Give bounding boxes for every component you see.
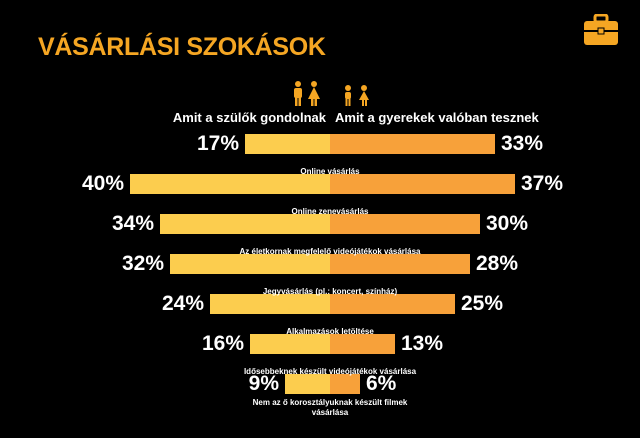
category-label: Online zenevásárlás xyxy=(291,207,369,216)
parents-icon xyxy=(294,81,320,106)
bar-parents xyxy=(130,174,330,194)
category-label: Idősebbeknek készült videójátékok vásárl… xyxy=(243,367,417,376)
bar-parents xyxy=(160,214,330,234)
bar-children xyxy=(330,254,470,274)
bar-children xyxy=(330,334,395,354)
value-label-parents: 40% xyxy=(81,172,124,195)
legend-children: Amit a gyerekek valóban tesznek xyxy=(335,110,539,125)
legend-parents: Amit a szülők gondolnak xyxy=(172,110,326,125)
value-label-children: 13% xyxy=(401,332,444,355)
value-label-children: 28% xyxy=(476,252,519,275)
briefcase-icon xyxy=(584,14,618,45)
bar-parents xyxy=(245,134,330,154)
value-label-children: 33% xyxy=(501,132,544,155)
category-label: Nem az ő korosztályuknak készült filmek … xyxy=(252,398,408,417)
bar-children xyxy=(330,134,495,154)
bar-children xyxy=(330,294,455,314)
bar-parents xyxy=(210,294,330,314)
category-label: Az életkornak megfelelő videójátékok vás… xyxy=(239,247,421,256)
bar-children xyxy=(330,174,515,194)
value-label-children: 30% xyxy=(486,212,529,235)
value-label-parents: 17% xyxy=(196,132,239,155)
page-title: VÁSÁRLÁSI SZOKÁSOK xyxy=(38,33,326,61)
value-label-parents: 16% xyxy=(201,332,244,355)
value-label-parents: 9% xyxy=(248,372,279,395)
bar-parents xyxy=(170,254,330,274)
bar-children xyxy=(330,214,480,234)
value-label-parents: 24% xyxy=(161,292,204,315)
children-icon xyxy=(345,85,369,106)
bar-children xyxy=(330,374,360,394)
value-label-parents: 34% xyxy=(111,212,154,235)
value-label-children: 37% xyxy=(521,172,564,195)
category-label: Alkalmazások letöltése xyxy=(286,327,374,336)
value-label-children: 25% xyxy=(461,292,504,315)
category-label: Online vásárlás xyxy=(300,167,360,176)
category-label: Jegyvásárlás (pl.: koncert, színház) xyxy=(262,287,398,296)
value-label-parents: 32% xyxy=(121,252,164,275)
bar-parents xyxy=(250,334,330,354)
bar-parents xyxy=(285,374,330,394)
value-label-children: 6% xyxy=(366,372,397,395)
